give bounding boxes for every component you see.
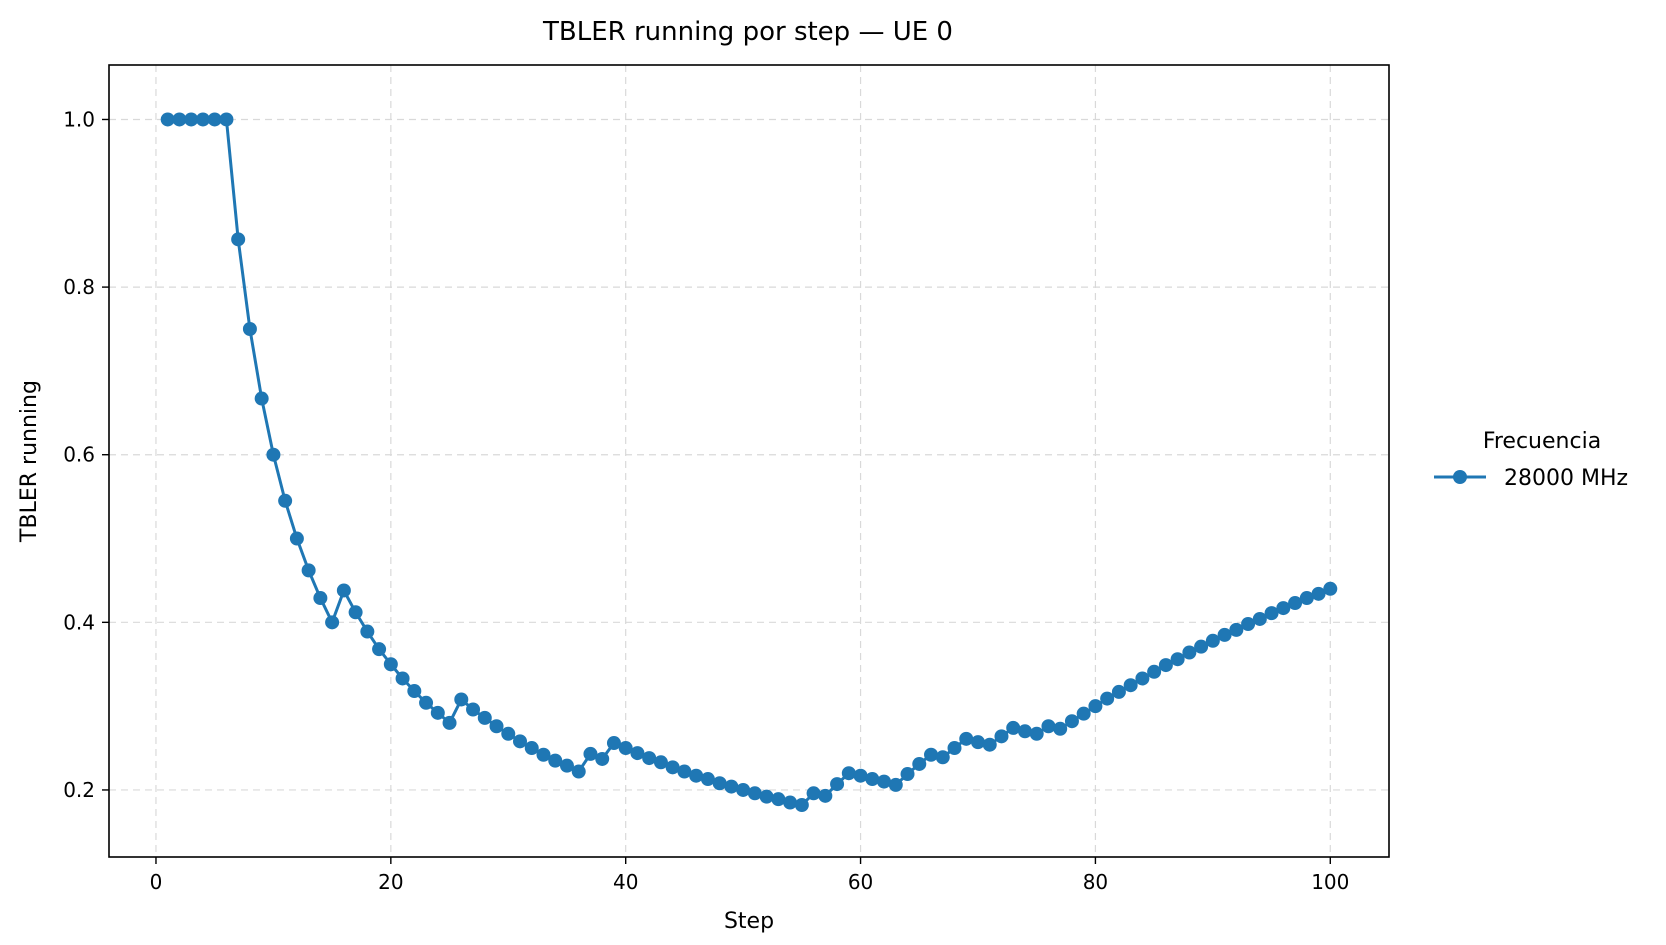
data-point	[595, 752, 609, 766]
data-point	[501, 727, 515, 741]
data-point	[513, 734, 527, 748]
data-point	[865, 772, 879, 786]
data-point	[971, 735, 985, 749]
data-point	[219, 112, 233, 126]
x-tick-label: 0	[150, 870, 163, 894]
data-point	[1171, 652, 1185, 666]
data-point	[1041, 719, 1055, 733]
data-point	[349, 605, 363, 619]
data-point	[689, 769, 703, 783]
data-point	[889, 778, 903, 792]
data-point	[912, 757, 926, 771]
data-point	[396, 671, 410, 685]
data-point	[1065, 714, 1079, 728]
x-axis-label: Step	[724, 909, 774, 934]
data-point	[313, 591, 327, 605]
data-point	[243, 322, 257, 336]
data-point	[360, 625, 374, 639]
data-point	[1018, 724, 1032, 738]
legend-marker-swatch	[1453, 470, 1467, 484]
data-point	[478, 711, 492, 725]
data-point	[795, 798, 809, 812]
data-point	[936, 750, 950, 764]
data-point	[407, 684, 421, 698]
y-axis-label: TBLER running	[17, 380, 42, 543]
data-point	[1030, 727, 1044, 741]
data-point	[290, 532, 304, 546]
data-point	[431, 706, 445, 720]
x-tick-label: 60	[848, 870, 873, 894]
data-point	[713, 776, 727, 790]
data-point	[783, 796, 797, 810]
data-point	[959, 732, 973, 746]
data-point	[1077, 707, 1091, 721]
legend-entry-label: 28000 MHz	[1504, 466, 1628, 491]
data-point	[724, 780, 738, 794]
plot-frame	[109, 65, 1389, 857]
y-tick-label: 0.2	[63, 778, 95, 802]
data-point	[983, 738, 997, 752]
data-point	[325, 615, 339, 629]
legend-title: Frecuencia	[1483, 429, 1601, 454]
y-tick-label: 0.4	[63, 610, 95, 634]
data-point	[454, 692, 468, 706]
data-point	[760, 790, 774, 804]
grid	[109, 65, 1389, 857]
data-point	[924, 748, 938, 762]
chart-title: TBLER running por step — UE 0	[542, 17, 953, 47]
data-point	[877, 775, 891, 789]
data-point	[1147, 665, 1161, 679]
data-point	[1006, 721, 1020, 735]
x-tick-label: 80	[1083, 870, 1108, 894]
data-point	[854, 769, 868, 783]
x-tick-label: 100	[1311, 870, 1349, 894]
data-point	[231, 232, 245, 246]
data-point	[278, 494, 292, 508]
legend: Frecuencia 28000 MHz	[1434, 429, 1628, 491]
series-line	[168, 119, 1331, 805]
data-point	[1100, 692, 1114, 706]
data-point	[901, 767, 915, 781]
data-point	[525, 741, 539, 755]
data-point	[419, 696, 433, 710]
y-tick-label: 1.0	[63, 107, 95, 131]
data-point	[1088, 699, 1102, 713]
x-tick-label: 20	[378, 870, 403, 894]
data-point	[490, 719, 504, 733]
data-point	[748, 786, 762, 800]
data-point	[572, 765, 586, 779]
x-tick-label: 40	[613, 870, 638, 894]
y-tick-label: 0.8	[63, 275, 95, 299]
series-layer	[161, 112, 1338, 812]
data-point	[466, 702, 480, 716]
data-point	[736, 783, 750, 797]
data-point	[1124, 678, 1138, 692]
data-point	[842, 766, 856, 780]
data-point	[1135, 671, 1149, 685]
y-tick-label: 0.6	[63, 443, 95, 467]
data-point	[771, 792, 785, 806]
data-point	[818, 789, 832, 803]
data-point	[302, 563, 316, 577]
data-point	[266, 448, 280, 462]
data-point	[1053, 722, 1067, 736]
data-point	[994, 729, 1008, 743]
data-point	[372, 642, 386, 656]
data-point	[1112, 685, 1126, 699]
data-point	[443, 716, 457, 730]
data-point	[830, 777, 844, 791]
data-point	[384, 657, 398, 671]
data-point	[337, 583, 351, 597]
data-point	[255, 392, 269, 406]
data-point	[948, 741, 962, 755]
data-point	[1323, 582, 1337, 596]
data-point	[807, 786, 821, 800]
